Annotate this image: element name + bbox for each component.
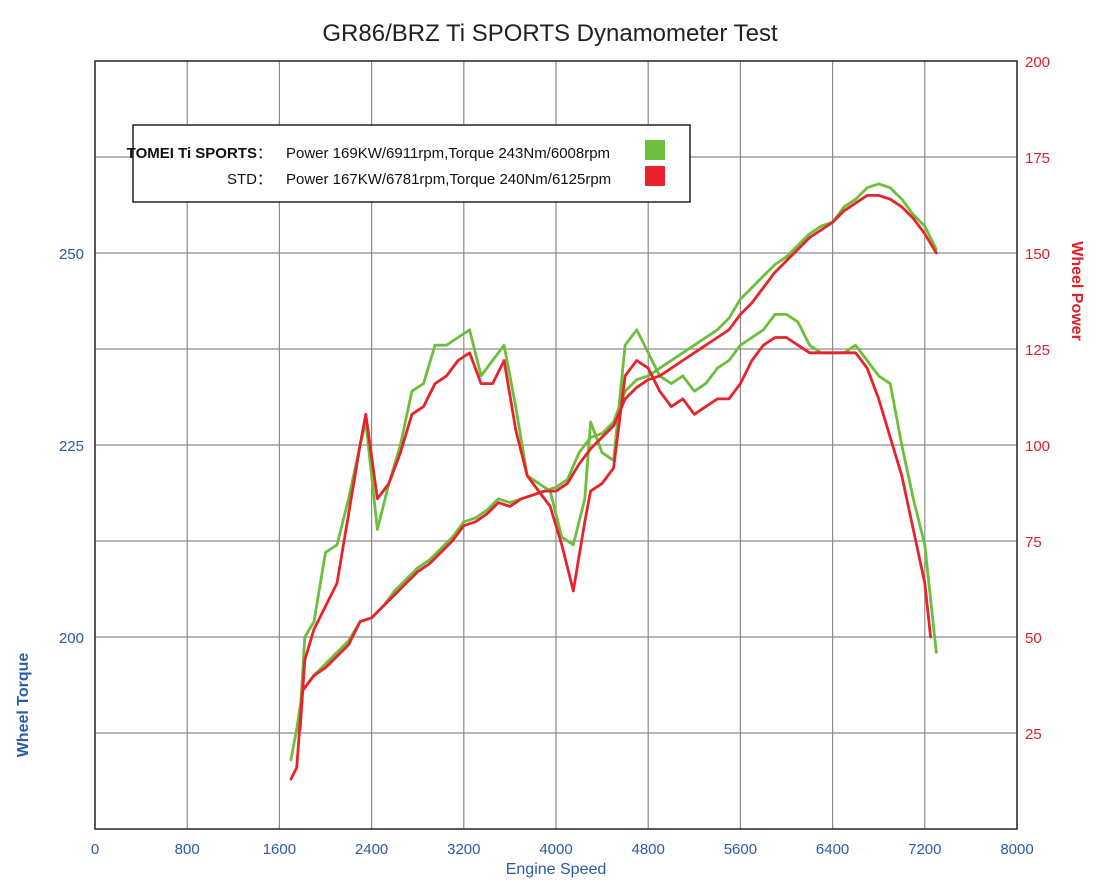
- series-line-tomei-torque: [298, 312, 938, 716]
- legend-entry-2-name: STD：: [227, 171, 272, 188]
- right-axis-ticks: 25 50 75 100 125 150 175 200: [1025, 54, 1050, 743]
- left-tick-label: 250: [59, 246, 84, 263]
- legend-entry-1-name: TOMEI Ti SPORTS：: [127, 145, 272, 162]
- x-tick-label: 8000: [1000, 841, 1033, 858]
- right-axis-label: Wheel Power: [1068, 241, 1085, 341]
- x-tick-label: 0: [91, 841, 99, 858]
- chart-title: GR86/BRZ Ti SPORTS Dynamometer Test: [322, 20, 778, 47]
- x-tick-label: 800: [175, 841, 200, 858]
- x-tick-label: 3200: [447, 841, 480, 858]
- left-tick-label: 225: [59, 438, 84, 455]
- plot-frame: [94, 60, 1018, 830]
- legend-entry-1-text: Power 169KW/6911rpm,Torque 243Nm/6008rpm: [286, 145, 610, 162]
- legend-swatch-std: [645, 166, 665, 186]
- legend-entry-2-text: Power 167KW/6781rpm,Torque 240Nm/6125rpm: [286, 171, 611, 188]
- legend-box: [132, 124, 691, 203]
- x-tick-label: 2400: [355, 841, 388, 858]
- series-line-std-power: [289, 193, 938, 781]
- right-tick-label: 100: [1025, 438, 1050, 455]
- x-tick-label: 1600: [263, 841, 296, 858]
- series-line-tomei-power: [289, 182, 938, 762]
- legend-swatch-tomei: [645, 140, 665, 160]
- x-axis-ticks: 0 800 1600 2400 3200 4000 4800 5600 6400 7200 8000: [91, 841, 1034, 858]
- left-tick-label: 200: [59, 630, 84, 647]
- right-tick-label: 200: [1025, 54, 1050, 71]
- x-tick-label: 4800: [632, 841, 665, 858]
- x-tick-label: 5600: [724, 841, 757, 858]
- x-tick-label: 6400: [816, 841, 849, 858]
- x-tick-label: 7200: [908, 841, 941, 858]
- right-tick-label: 50: [1025, 630, 1042, 647]
- series-lines: [289, 182, 938, 781]
- right-tick-label: 150: [1025, 246, 1050, 263]
- right-tick-label: 25: [1025, 726, 1042, 743]
- x-axis-label: Engine Speed: [506, 861, 607, 878]
- right-tick-label: 75: [1025, 534, 1042, 551]
- series-line-std-torque: [298, 336, 932, 731]
- legend: TOMEI Ti SPORTS： Power 169KW/6911rpm,Tor…: [127, 124, 691, 203]
- x-tick-label: 4000: [539, 841, 572, 858]
- left-axis-label: Wheel Torque: [15, 653, 32, 758]
- right-tick-label: 175: [1025, 150, 1050, 167]
- right-tick-label: 125: [1025, 342, 1050, 359]
- left-axis-ticks: 200 225 250: [59, 246, 84, 647]
